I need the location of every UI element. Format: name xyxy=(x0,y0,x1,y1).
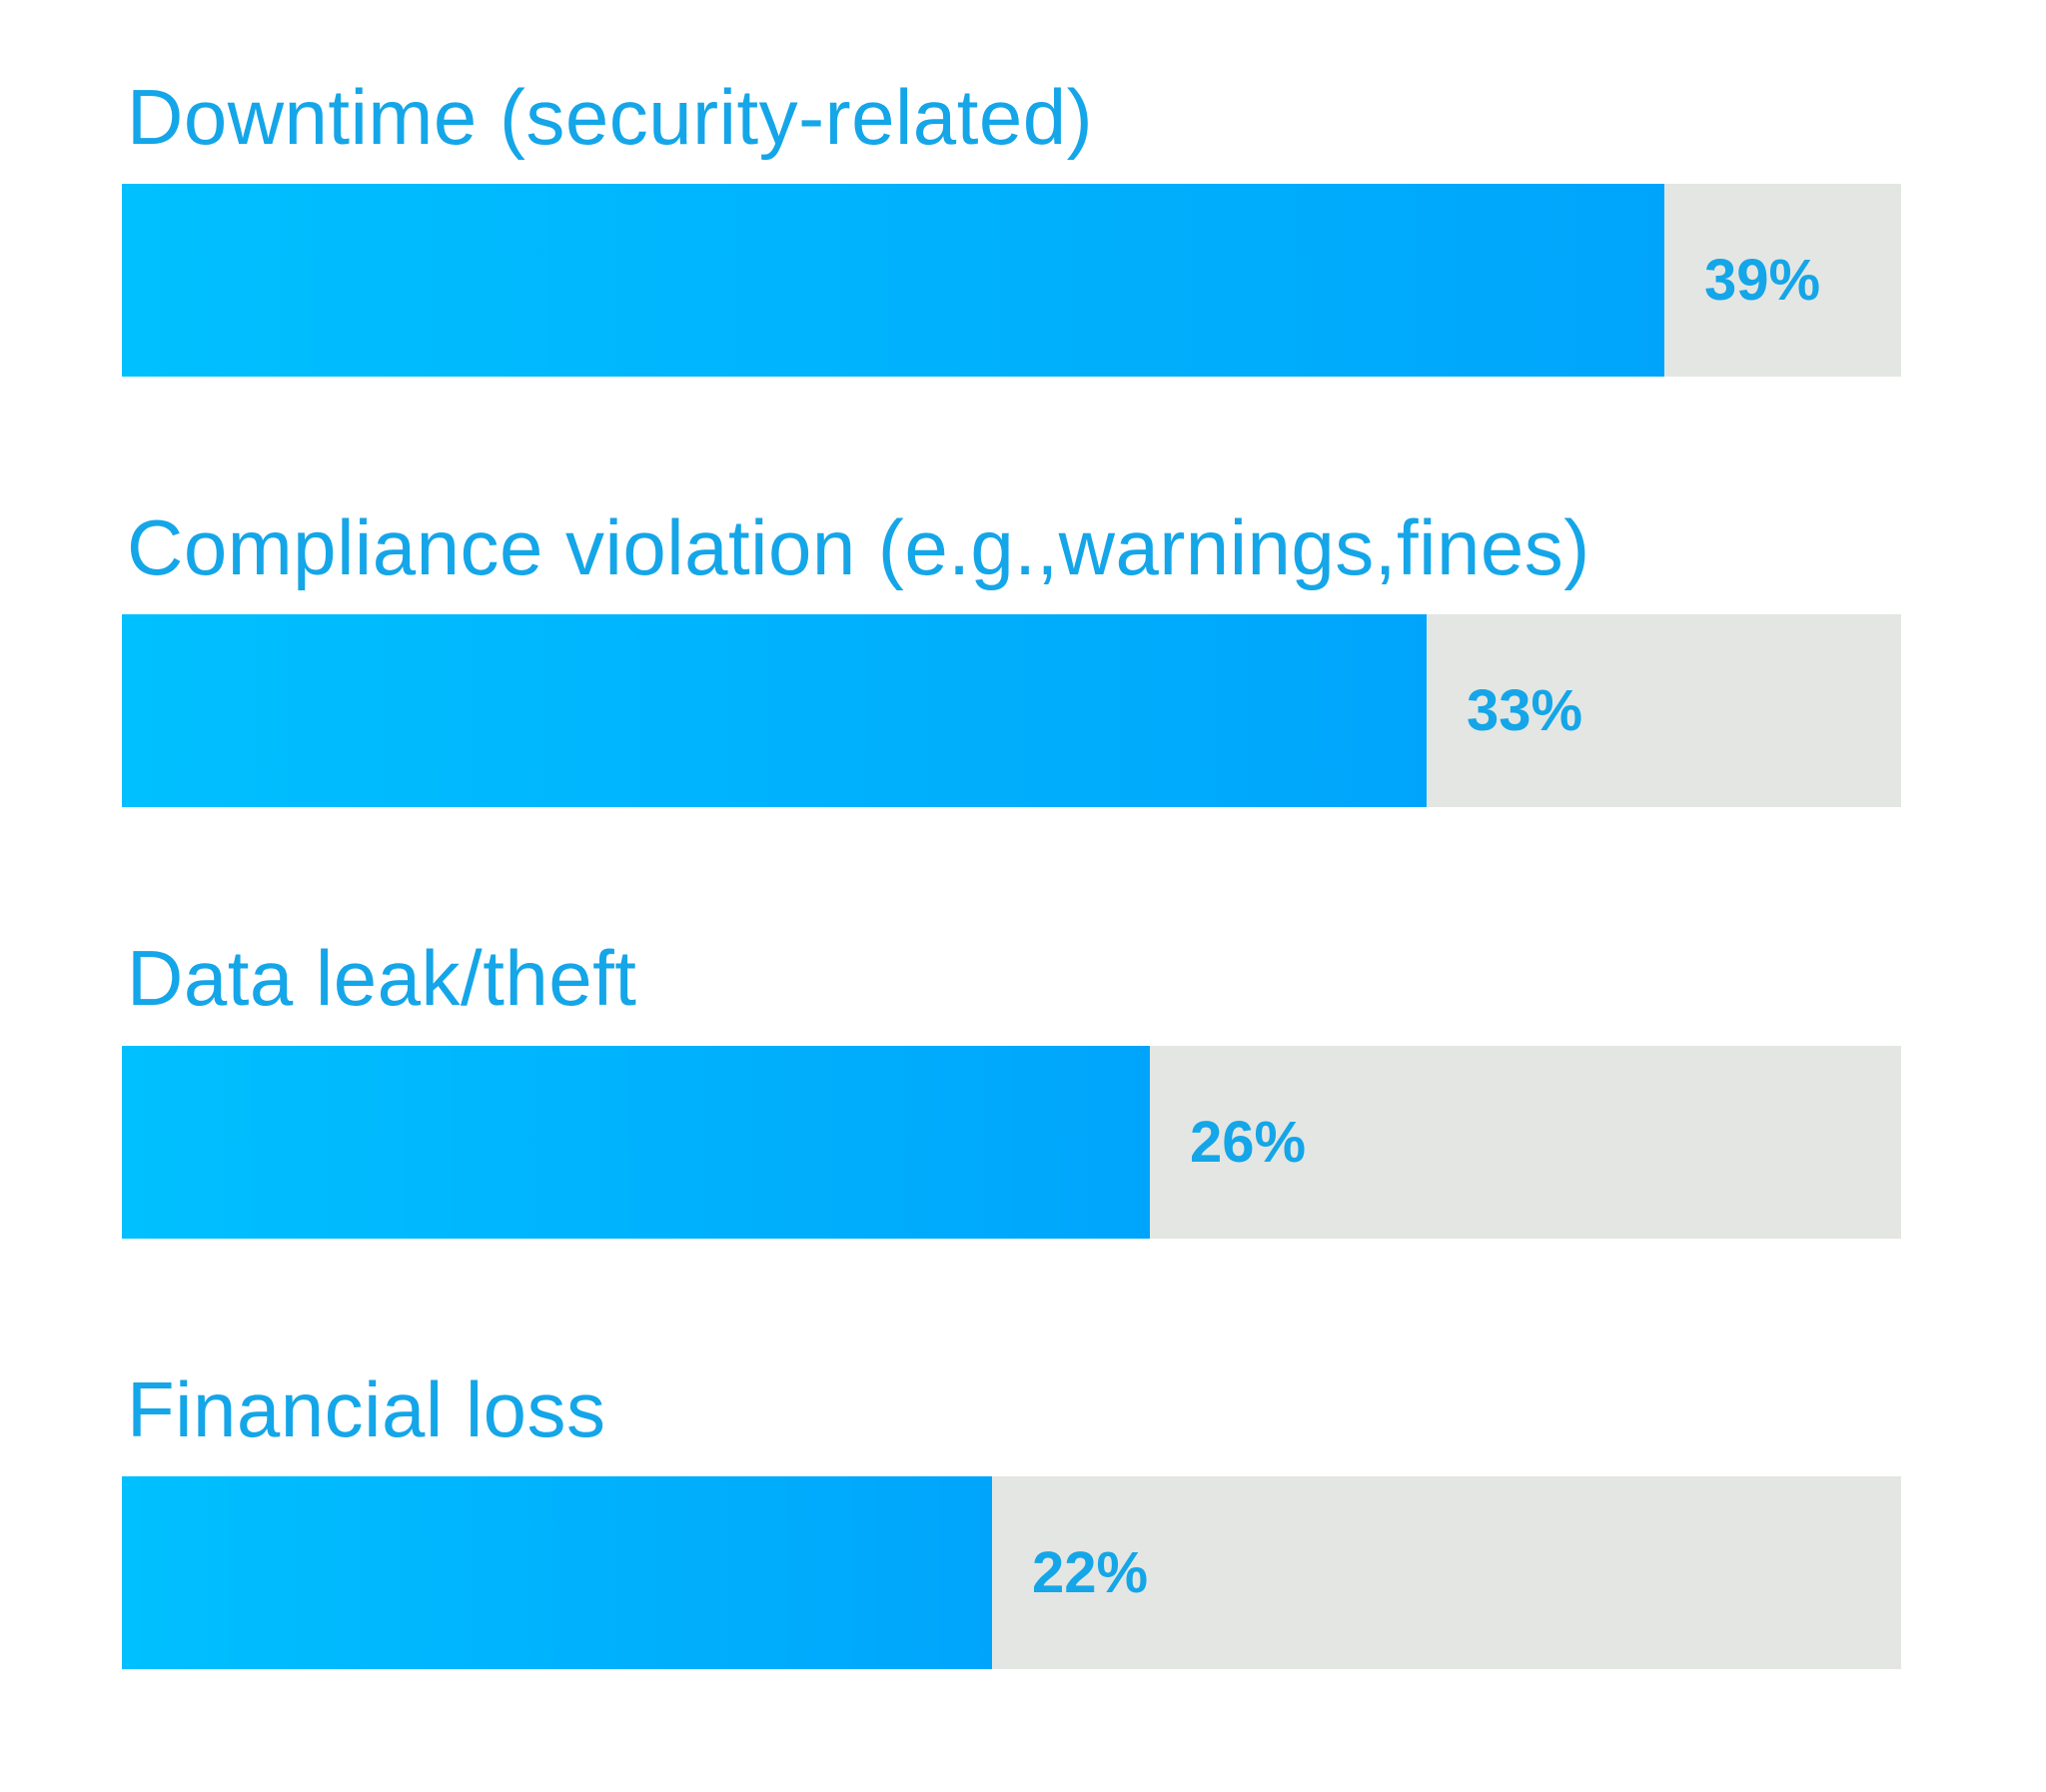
bar-track-data-leak-theft: 26% xyxy=(122,1046,1901,1239)
category-label-financial-loss: Financial loss xyxy=(127,1365,606,1453)
bar-track-compliance-violation-e-g-warnings-fines: 33% xyxy=(122,614,1901,807)
value-label-data-leak-theft: 26% xyxy=(1190,1110,1307,1175)
bar-compliance-violation-e-g-warnings-fines xyxy=(122,614,1427,807)
bar-financial-loss xyxy=(122,1476,992,1669)
value-label-compliance-violation-e-g-warnings-fines: 33% xyxy=(1467,678,1583,743)
bar-track-financial-loss: 22% xyxy=(122,1476,1901,1669)
bar-data-leak-theft xyxy=(122,1046,1150,1239)
category-label-downtime-security-related: Downtime (security-related) xyxy=(127,73,1094,161)
bar-track-downtime-security-related: 39% xyxy=(122,184,1901,377)
category-label-data-leak-theft: Data leak/theft xyxy=(127,934,637,1022)
category-label-compliance-violation-e-g-warnings-fines: Compliance violation (e.g.,warnings,fine… xyxy=(127,503,1590,591)
value-label-financial-loss: 22% xyxy=(1032,1540,1149,1605)
value-label-downtime-security-related: 39% xyxy=(1704,248,1821,313)
bar-downtime-security-related xyxy=(122,184,1664,377)
